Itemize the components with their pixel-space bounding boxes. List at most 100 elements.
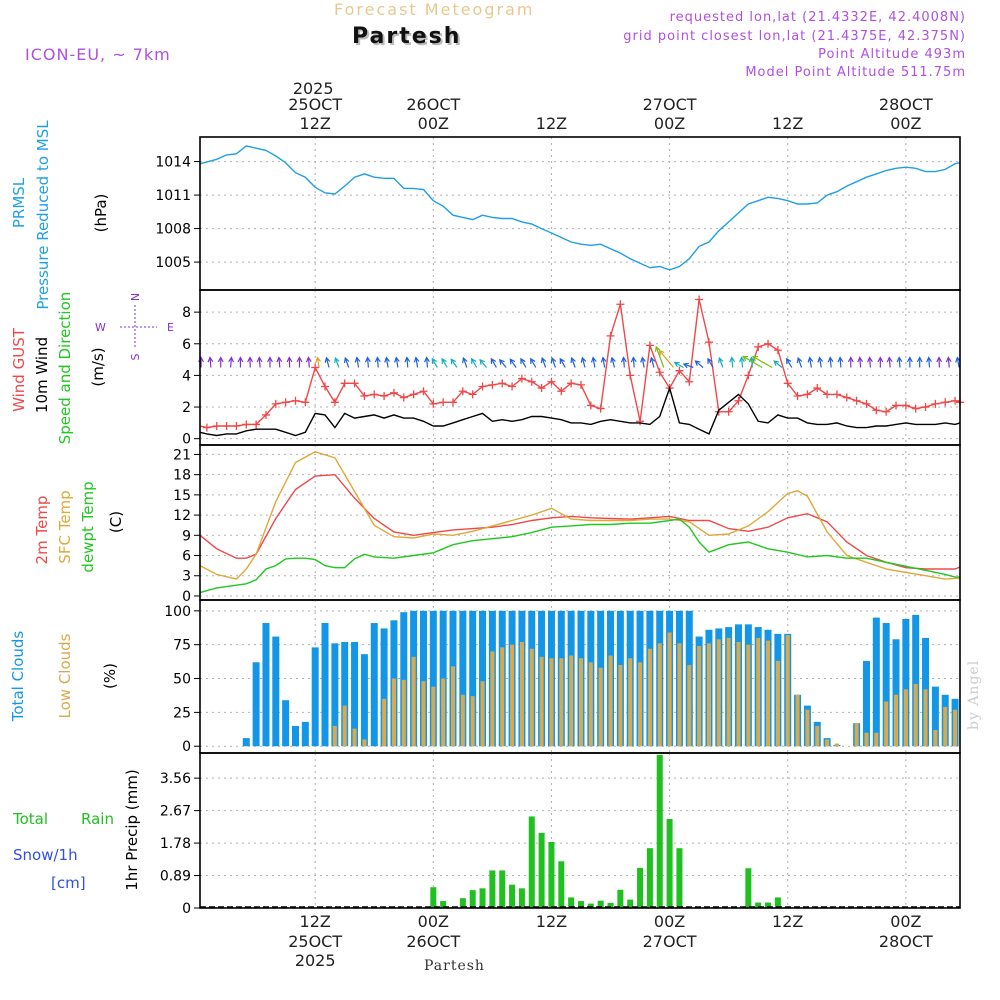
- wind-barb-head: [509, 358, 516, 365]
- gust-marker: [449, 398, 458, 407]
- gust-marker: [252, 420, 261, 429]
- gust-marker: [931, 399, 940, 408]
- wind-barb: [258, 357, 261, 368]
- total-cloud-bar: [419, 610, 427, 747]
- temperature-ytick-label: 21: [173, 447, 191, 463]
- rain-bar: [597, 900, 604, 908]
- wind-barb: [450, 358, 458, 368]
- wind-ytick-label: 8: [182, 305, 191, 321]
- total-cloud-bar: [331, 643, 339, 747]
- wind-barb: [718, 357, 724, 368]
- wind-ytick-label: 2: [182, 400, 191, 416]
- total-cloud-bar: [892, 639, 900, 747]
- bottom-axis-date: 28OCT: [879, 932, 933, 951]
- low-cloud-bar: [421, 681, 426, 747]
- rain-bar: [479, 888, 486, 908]
- wind-barb-head: [590, 356, 597, 363]
- temperature-panel: 0 3 6 9 12 15 18 21: [173, 444, 961, 605]
- total-cloud-bar: [291, 725, 299, 747]
- rain-bar: [656, 754, 663, 908]
- dewpoint-label: dewpt Temp: [79, 481, 97, 572]
- total-cloud-bar: [360, 654, 368, 747]
- low-cloud-bar: [884, 701, 889, 747]
- total-cloud-bar: [902, 618, 910, 747]
- wind-barb-head: [729, 356, 736, 363]
- wind-ytick-label: 0: [182, 432, 191, 448]
- low-cloud-bar: [943, 706, 948, 747]
- wind-barb-head: [936, 356, 943, 363]
- temperature-unit: (C): [107, 511, 125, 533]
- rain-bar: [489, 870, 496, 908]
- clouds-ytick-label: 0: [182, 739, 191, 755]
- precip-ytick-label: 1.78: [160, 836, 191, 852]
- wind-barb-head: [559, 357, 565, 364]
- temperature-ytick-label: 12: [173, 508, 191, 524]
- wind-barb-head: [237, 356, 244, 363]
- precip-ytick-label: 0.89: [160, 869, 191, 885]
- rain-bar: [637, 867, 644, 908]
- low-cloud-bar: [677, 643, 682, 747]
- low-cloud-bar: [539, 656, 544, 747]
- wind-barb-head: [867, 356, 873, 363]
- gust-marker: [862, 399, 871, 408]
- wind-barb-head: [751, 355, 758, 362]
- location-title: Partesh: [352, 24, 462, 49]
- top-axis-date: 27OCT: [643, 95, 697, 114]
- dewpoint-line: [199, 518, 960, 594]
- wind-barb: [650, 357, 655, 368]
- bottom-axis-hour: 12Z: [772, 912, 803, 931]
- wind-barb-head: [315, 356, 322, 363]
- gust-marker: [921, 403, 930, 412]
- wind-barb: [928, 357, 931, 368]
- gust-marker: [409, 390, 418, 399]
- wind-barb-head: [324, 356, 331, 363]
- total-cloud-bar: [242, 738, 250, 747]
- low-cloud-bar: [657, 643, 662, 747]
- bottom-axis-hour: 00Z: [654, 912, 685, 931]
- wind-barb-head: [228, 356, 235, 363]
- top-axis-hour: 12Z: [536, 114, 567, 133]
- wind-barb-head: [682, 362, 689, 369]
- wind-barb-head: [450, 358, 457, 365]
- total-cloud-bar: [262, 623, 270, 747]
- gust-marker: [911, 404, 920, 413]
- low-cloud-bar: [569, 655, 574, 747]
- gust-marker: [232, 422, 241, 431]
- gust-marker: [439, 398, 448, 407]
- footer-location: Partesh: [424, 958, 485, 974]
- rain-bar: [568, 897, 575, 908]
- low-cloud-bar: [608, 655, 613, 747]
- gust-marker: [704, 338, 713, 347]
- low-cloud-bar: [332, 725, 337, 747]
- low-cloud-bar: [382, 698, 387, 747]
- wind-barb: [209, 357, 212, 368]
- gust-marker: [626, 371, 635, 380]
- top-axis-date: 25OCT: [288, 95, 342, 114]
- wind-barb: [658, 350, 675, 368]
- low-cloud-bar: [480, 681, 485, 747]
- gust-marker: [655, 368, 664, 377]
- wind-barb: [366, 357, 370, 368]
- wind-barb: [395, 357, 399, 368]
- bottom-axis-hour: 00Z: [418, 912, 449, 931]
- gust-marker: [399, 393, 408, 402]
- total-cloud-bar: [321, 623, 329, 747]
- wind-barb: [592, 357, 596, 368]
- gust-marker: [764, 339, 773, 348]
- precip-ytick-label: 3.56: [160, 771, 191, 787]
- wind-barb-head: [827, 356, 834, 363]
- bottom-axis-hour: 12Z: [300, 912, 331, 931]
- compass-west: W: [95, 321, 106, 334]
- pressure-label-short: PRMSL: [10, 177, 28, 228]
- wind-barb-head: [305, 356, 312, 363]
- wind-barb: [356, 357, 360, 368]
- low-cloud-bar: [411, 656, 416, 747]
- rain-bar: [518, 888, 525, 908]
- gust-marker: [872, 406, 881, 415]
- wind-barb: [229, 357, 233, 368]
- gust-marker: [222, 422, 231, 431]
- wind-barb-head: [600, 356, 607, 363]
- wind-speed-line: [199, 385, 961, 437]
- low-cloud-bar: [953, 709, 958, 747]
- gust-marker: [202, 423, 211, 432]
